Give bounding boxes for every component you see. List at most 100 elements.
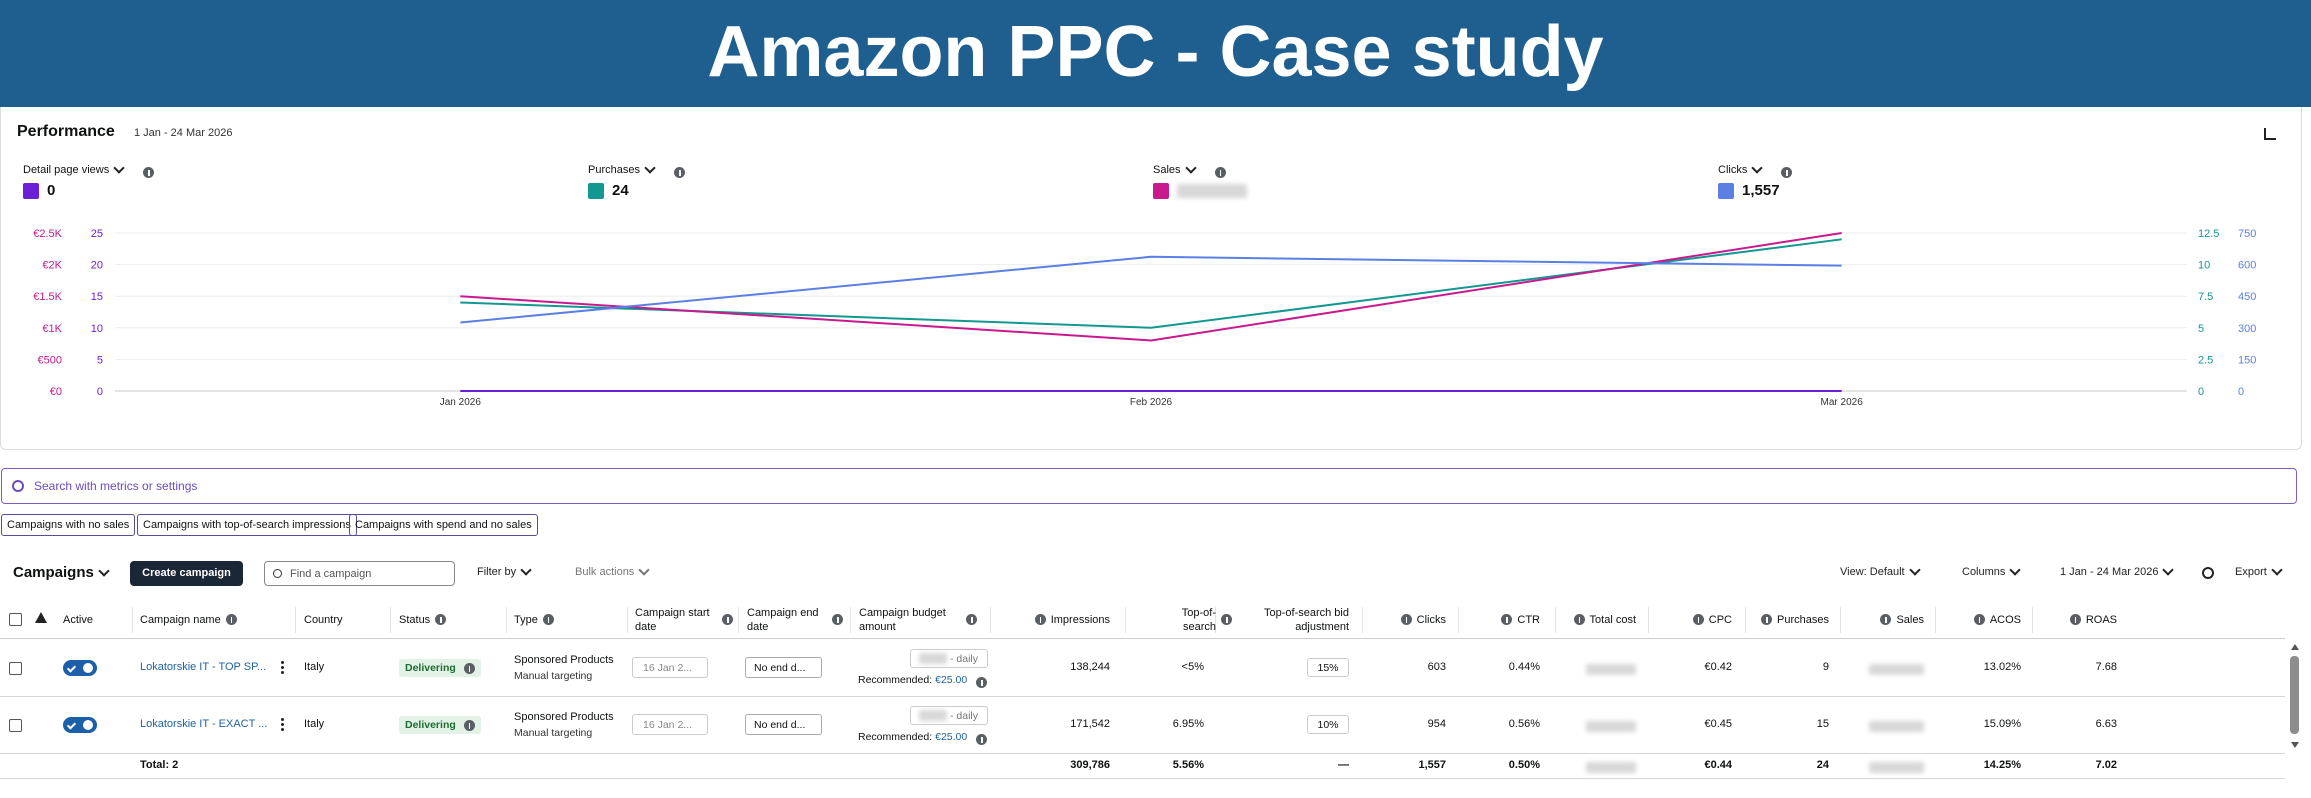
row-checkbox[interactable] (9, 662, 22, 675)
column-separator (1935, 607, 1936, 633)
status-pill: Delivering (399, 716, 481, 734)
column-separator (1745, 607, 1746, 633)
column-header[interactable]: ACOS (1973, 603, 2021, 636)
date-range-select[interactable]: 1 Jan - 24 Mar 2026 (2060, 564, 2176, 578)
start-date-input[interactable]: 16 Jan 2... (632, 714, 708, 735)
column-header[interactable]: Campaign start date (635, 603, 733, 636)
filter-chip[interactable]: Campaigns with no sales (1, 514, 136, 536)
expand-icon[interactable] (2264, 128, 2276, 140)
scroll-up (2291, 644, 2299, 650)
budget-input[interactable]: - daily (910, 649, 988, 668)
column-header-text: CTR (1517, 613, 1540, 626)
kebab-menu[interactable] (281, 718, 284, 721)
search-bar[interactable]: Search with metrics or settings (1, 468, 2297, 504)
campaign-name[interactable]: Lokatorskie IT - TOP SP... (140, 661, 267, 673)
cell-blurred (1869, 662, 1924, 680)
column-header-text: Campaign budget amount (859, 606, 946, 633)
column-header[interactable]: Type (514, 603, 554, 636)
column-header[interactable]: Impressions (1034, 603, 1110, 636)
scroll-thumb[interactable] (2290, 656, 2299, 734)
metric-label[interactable]: Purchases (588, 161, 685, 178)
bid-adjustment-input[interactable]: 15% (1307, 658, 1349, 677)
cell-blurred (1586, 719, 1636, 737)
column-header[interactable]: Status (399, 603, 447, 636)
metric-name: Purchases (588, 163, 640, 176)
blurred-value (1869, 721, 1924, 732)
bulk-actions-text: Bulk actions (575, 566, 635, 578)
row-checkbox[interactable] (9, 719, 22, 732)
recommended-label: Recommended: (858, 731, 933, 743)
filter-chip[interactable]: Campaigns with top-of-search impressions (137, 514, 357, 536)
scroll-down (2291, 742, 2299, 748)
metric-swatch (1718, 183, 1734, 199)
end-date-input[interactable]: No end d... (745, 657, 822, 678)
column-header[interactable]: Top-of-search (1161, 603, 1232, 636)
metric-swatch (588, 183, 604, 199)
active-toggle[interactable] (63, 660, 97, 676)
campaign-name[interactable]: Lokatorskie IT - EXACT ... (140, 718, 268, 730)
x-tick-label: Mar 2026 (1821, 397, 1864, 408)
performance-title: Performance (17, 123, 115, 140)
column-header[interactable]: Sales (1880, 603, 1924, 636)
metric-label[interactable]: Detail page views (23, 161, 155, 178)
metric-value (1177, 184, 1247, 203)
search-icon (273, 569, 282, 578)
column-header[interactable]: Clicks (1400, 603, 1446, 636)
budget-input[interactable]: - daily (910, 706, 988, 725)
chevron (638, 564, 650, 576)
performance-chart: 0 5 10 15 20 25 0 2.5 5 7.5 10 12.5 €0 €500 €1K €1.5K €2… (33, 228, 2256, 408)
metric-label[interactable]: Clicks (1718, 161, 1793, 178)
export-button[interactable]: Export (2235, 564, 2285, 578)
column-header[interactable]: Campaign name (140, 603, 237, 636)
settings-icon[interactable] (2202, 567, 2214, 579)
column-header-text: Status (399, 613, 431, 626)
metric-label[interactable]: Sales (1153, 161, 1226, 178)
find-campaign-input[interactable]: Find a campaign (264, 561, 455, 586)
metric-swatch (1153, 183, 1169, 199)
y-tick-label: 25 (91, 228, 103, 240)
column-header[interactable]: Purchases (1761, 603, 1829, 636)
start-date-input[interactable]: 16 Jan 2... (632, 657, 708, 678)
column-separator (1555, 607, 1556, 633)
status-pill: Delivering (399, 659, 481, 677)
campaigns-title[interactable]: Campaigns (13, 564, 112, 581)
column-header[interactable]: Top-of-search bid adjustment (1249, 603, 1349, 636)
column-header[interactable]: Total cost (1573, 603, 1636, 636)
cell-blurred (1586, 662, 1636, 680)
end-date-input[interactable]: No end d... (745, 714, 822, 735)
column-header[interactable]: CTR (1501, 603, 1540, 636)
chevron (2162, 564, 2175, 576)
info-icon (1761, 614, 1773, 625)
cell-top-of-search: 5.56% (1172, 759, 1204, 771)
active-toggle[interactable] (63, 717, 97, 733)
y-tick-label: 7.5 (2198, 291, 2213, 303)
header-checkbox[interactable] (9, 613, 22, 626)
column-header[interactable]: Country (304, 603, 343, 636)
kebab-menu[interactable] (281, 661, 284, 664)
filter-by[interactable]: Filter by (477, 564, 534, 578)
cell-targeting: Manual targeting (514, 670, 593, 682)
bid-adjustment-input[interactable]: 10% (1307, 715, 1349, 734)
filter-chip[interactable]: Campaigns with spend and no sales (349, 514, 538, 536)
blurred-value (1869, 664, 1924, 675)
create-campaign-button[interactable]: Create campaign (130, 561, 243, 586)
cell-targeting: Manual targeting (514, 727, 593, 739)
column-header[interactable]: Campaign budget amount (859, 603, 977, 636)
cell-top-of-search: <5% (1181, 661, 1204, 673)
columns-select[interactable]: Columns (1962, 564, 2023, 578)
bulk-actions[interactable]: Bulk actions (575, 564, 652, 578)
y-tick-label: 12.5 (2198, 228, 2219, 240)
column-header[interactable]: CPC (1692, 603, 1732, 636)
cell-country: Italy (304, 661, 325, 673)
y-tick-label: 750 (2238, 228, 2256, 240)
blurred-value (919, 653, 947, 664)
info-icon (1692, 614, 1704, 625)
chevron (520, 564, 532, 576)
view-select-text: View: Default (1840, 566, 1905, 578)
column-header[interactable]: Active (63, 603, 93, 636)
view-select[interactable]: View: Default (1840, 564, 1923, 578)
column-header[interactable]: Campaign end date (747, 603, 843, 636)
column-header[interactable]: ROAS (2069, 603, 2117, 636)
info-icon (1501, 614, 1513, 625)
blurred-value (1586, 721, 1636, 732)
